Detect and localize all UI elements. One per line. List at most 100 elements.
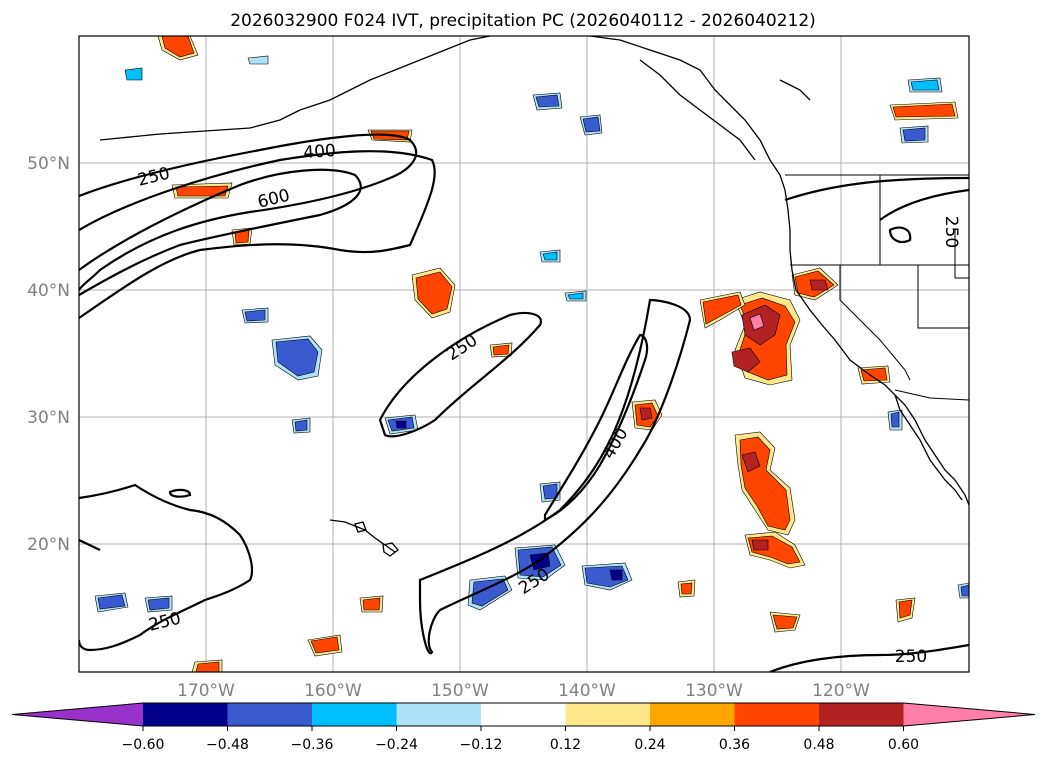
political-borders [785, 174, 969, 401]
precip-positive-area [898, 599, 913, 619]
precip-positive-area [702, 294, 742, 325]
precip-negative-area [542, 251, 558, 261]
colorbar-tick-label: −0.12 [460, 737, 503, 753]
colorbar-tick-label: 0.36 [719, 737, 750, 753]
precip-negative-area [609, 569, 623, 581]
state-border [954, 230, 969, 279]
lon-label-120w: 120°W [812, 681, 870, 701]
precip-negative-area [275, 338, 319, 377]
lat-label-20n: 20°N [27, 535, 70, 555]
colorbar-segment [650, 703, 735, 726]
colorbar-segment [819, 703, 904, 726]
precip-negative-area [97, 594, 126, 610]
colorbar-segment [143, 703, 228, 726]
colorbar-segment [227, 703, 313, 726]
precip-positive-area [195, 661, 220, 672]
ivt-contour-250 [879, 188, 969, 221]
lon-label-160w: 160°W [304, 681, 362, 701]
map-panel: 250 400 600 250 400 250 250 250 250 [78, 35, 970, 673]
ivt-contour-250 [378, 311, 543, 438]
us-mexico-border [894, 389, 969, 401]
ivt-contour-250 [888, 226, 912, 244]
north-america-coastline [589, 36, 969, 506]
precip-positive-area [161, 36, 195, 58]
contour-label: 250 [941, 216, 961, 248]
precip-negative-area [471, 578, 509, 607]
precip-positive-area [751, 539, 769, 551]
precip-negative-fills [94, 55, 969, 613]
colorbar-tick-label: 0.60 [888, 737, 919, 753]
precip-negative-area [582, 116, 601, 133]
precip-positive-area [772, 614, 798, 630]
alaska-coastline [299, 36, 491, 111]
ivt-contour-250 [769, 643, 969, 672]
precip-negative-area [960, 584, 969, 597]
ivt-contour-250 [784, 176, 969, 202]
precip-positive-area [860, 367, 888, 382]
precip-positive-area [749, 313, 765, 331]
ivt-contours [79, 133, 969, 672]
precip-negative-area [542, 483, 558, 500]
precip-negative-area [910, 79, 940, 91]
precip-positive-area [175, 185, 229, 197]
colorbar-tick-label: −0.24 [375, 737, 418, 753]
ivt-contour-400 [79, 150, 436, 319]
precip-positive-area [741, 451, 761, 473]
precip-positive-area [639, 407, 653, 421]
longitude-labels: 170°W 160°W 150°W 140°W 130°W 120°W [177, 681, 870, 701]
lat-label-50n: 50°N [27, 154, 70, 174]
precip-negative-area [294, 419, 308, 432]
lat-label-40n: 40°N [27, 281, 70, 301]
ivt-contour-400 [543, 333, 649, 522]
ivt-contour-250 [79, 539, 101, 551]
colorbar-extend-low [12, 703, 143, 726]
colorbar-segment [312, 703, 397, 726]
map-frame [78, 35, 970, 673]
ivt-contour-250 [79, 483, 254, 652]
colorbar-segment [734, 703, 820, 726]
ivt-contour-250 [79, 133, 418, 291]
colorbar-tick-label: 0.24 [634, 737, 665, 753]
colorbar-tick-label: −0.48 [206, 737, 249, 753]
precip-positive-area [492, 344, 510, 356]
precip-negative-area [124, 67, 143, 81]
island-outline [354, 521, 367, 533]
precip-negative-area [247, 55, 269, 65]
contour-label: 250 [895, 647, 927, 667]
lon-label-130w: 130°W [685, 681, 743, 701]
ivt-contour-250 [168, 488, 192, 498]
precip-positive-area [892, 103, 956, 118]
precip-negative-area [244, 309, 266, 322]
precip-negative-area [535, 94, 560, 108]
baja-peninsula-coastline [894, 394, 963, 501]
colorbar-segment [396, 703, 482, 726]
precip-positive-area [310, 636, 340, 654]
precip-negative-area [395, 420, 407, 429]
precip-positive-area [809, 279, 829, 291]
precip-positive-area [415, 271, 453, 315]
colorbar-segment [565, 703, 651, 726]
colorbar-segment [481, 703, 566, 726]
lon-label-140w: 140°W [558, 681, 616, 701]
lat-label-30n: 30°N [27, 408, 70, 428]
coastlines [99, 36, 969, 557]
map-title: 2026032900 F024 IVT, precipitation PC (2… [230, 11, 816, 31]
colorbar-extend-high [903, 703, 1035, 726]
canada-coastline [639, 59, 756, 161]
state-border [917, 265, 969, 329]
latitude-labels: 50°N 40°N 30°N 20°N [27, 154, 70, 555]
precip-positive-area [731, 347, 761, 373]
state-border [839, 265, 911, 381]
ivt-contour-600 [79, 168, 362, 296]
precip-negative-area [567, 292, 584, 300]
colorbar-tick-label: −0.36 [291, 737, 334, 753]
island-outline [382, 542, 399, 557]
contour-label: 400 [303, 141, 337, 163]
aleutian-islands [99, 109, 301, 141]
precip-negative-area [902, 127, 926, 142]
gridlines [79, 36, 969, 672]
precip-negative-area [147, 597, 170, 611]
precip-negative-area [890, 411, 900, 428]
precip-positive-area [362, 597, 381, 611]
